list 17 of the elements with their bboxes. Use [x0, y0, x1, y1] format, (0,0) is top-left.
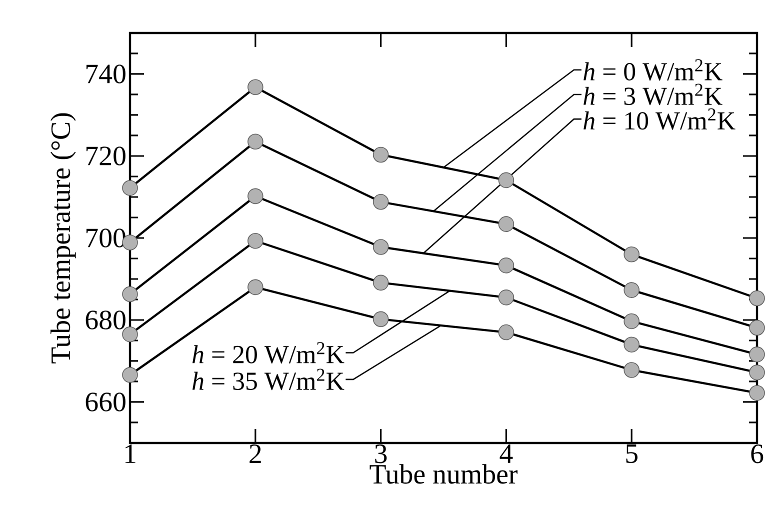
legend-label: h = 0 W/m$^{2}$K: [584, 59, 722, 81]
series-label: h = 35 W/m$^{2}$K: [192, 368, 344, 390]
x-tick-label: 6: [751, 444, 764, 464]
x-tick-label: 4: [500, 444, 513, 463]
x-axis-title: Tube number: [370, 464, 518, 484]
x-tick-label: 3: [375, 444, 387, 464]
y-tick-label: 660: [86, 392, 126, 412]
y-axis-title: Tube temperature (°C): [50, 113, 76, 364]
y-tick-label: 680: [86, 310, 126, 330]
legend-label: h = 20 W/m$^{2}$K: [192, 342, 344, 364]
legend-label: h = 3 W/m$^{2}$K: [584, 84, 722, 106]
x-tick-label: 5: [626, 444, 638, 464]
y-tick-label: 720: [86, 146, 126, 166]
x-tick-label: 1: [125, 444, 136, 463]
x-tick-label: 2: [250, 444, 261, 463]
y-tick-label: 740: [86, 64, 126, 84]
legend-label: h = 10 W/m$^{2}$K: [584, 108, 736, 130]
